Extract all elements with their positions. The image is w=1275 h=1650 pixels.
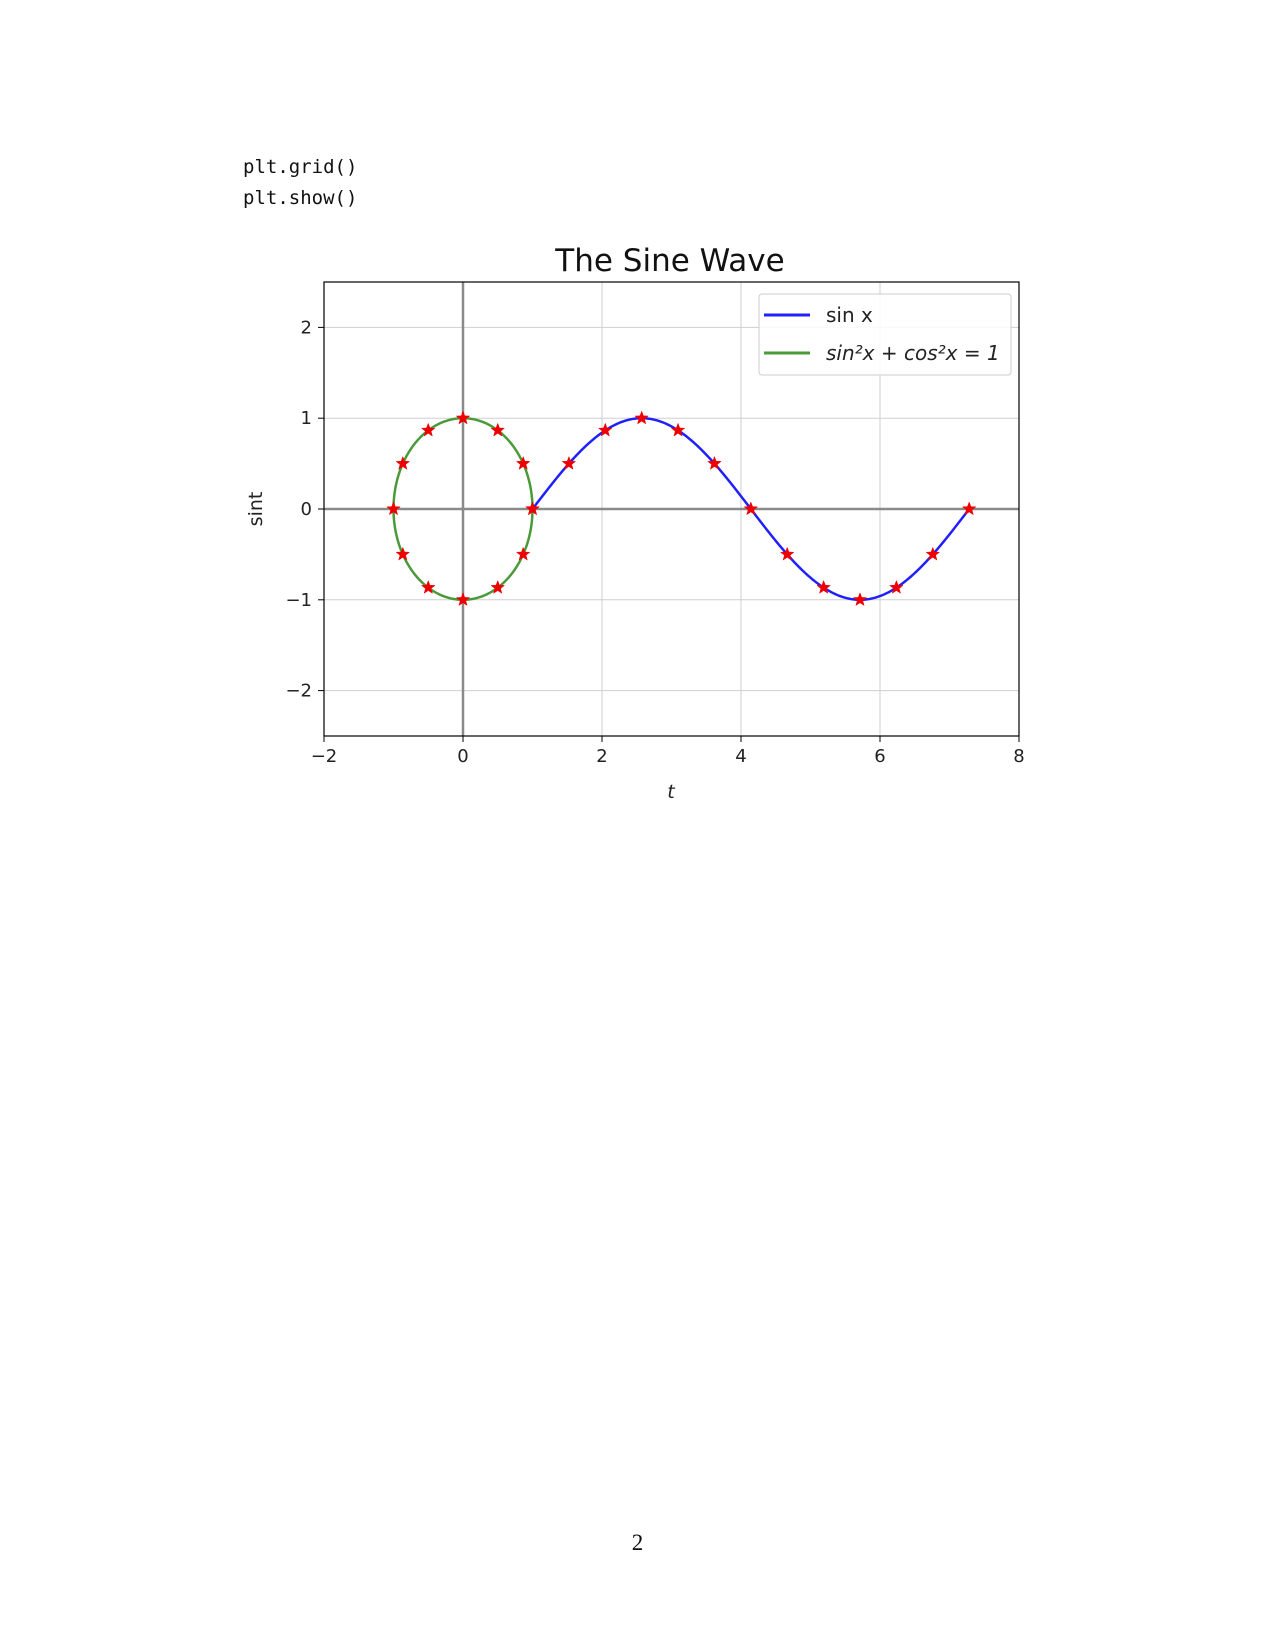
x-tick-label: −2 [311,746,338,767]
star-marker [420,422,436,437]
star-marker [779,546,795,561]
code-line: plt.show() [243,187,358,209]
star-marker [490,579,506,594]
star-marker [420,579,436,594]
star-marker [634,410,650,425]
star-marker [525,501,540,516]
star-marker [515,546,531,561]
marker-points [386,410,977,607]
legend-label-identity: sin²x + cos²x = 1 [826,341,1000,365]
star-marker [816,579,831,594]
y-tick-label: −2 [285,681,312,702]
y-axis-label: sint [245,492,267,527]
zero-axis-lines [324,282,1019,736]
y-tick-label: −1 [285,590,312,611]
star-marker [395,546,411,561]
star-marker [925,546,941,561]
star-marker [597,422,613,437]
page-number: 2 [631,1530,644,1555]
legend-box [758,293,1012,376]
code-line: plt.grid() [243,156,358,178]
y-tick-label: 2 [301,317,312,338]
star-marker [670,422,686,437]
star-marker [455,592,471,607]
star-marker [852,592,868,607]
legend: sin x sin²x + cos²x = 1 [758,293,1012,376]
star-marker [386,501,401,516]
chart-figure: The Sine Wave −2 0 2 4 6 8 −2 −1 0 1 2 t sint sin … [245,243,1025,803]
sine-wave-chart: The Sine Wave −2 0 2 4 6 8 −2 −1 0 1 2 t sint sin … [245,243,1025,803]
star-marker [395,455,411,470]
star-marker [561,455,577,470]
y-tick-label: 1 [301,408,312,429]
x-tick-label: 6 [874,746,885,767]
legend-label-sinx: sin x [826,303,873,327]
axis-ticks: −2 0 2 4 6 8 −2 −1 0 1 2 [285,317,1024,767]
star-marker [961,501,977,516]
star-marker [490,422,506,437]
star-marker [743,501,759,516]
x-axis-label: t [667,781,676,803]
x-tick-label: 0 [457,746,468,767]
code-block: plt.grid() plt.show() [243,152,357,214]
star-marker [515,455,531,470]
star-marker [889,579,904,594]
x-tick-label: 8 [1013,746,1024,767]
y-tick-label: 0 [301,499,312,520]
x-tick-label: 2 [596,746,607,767]
chart-title: The Sine Wave [554,243,784,279]
star-marker [707,455,722,470]
star-marker [455,410,471,425]
x-tick-label: 4 [735,746,746,767]
